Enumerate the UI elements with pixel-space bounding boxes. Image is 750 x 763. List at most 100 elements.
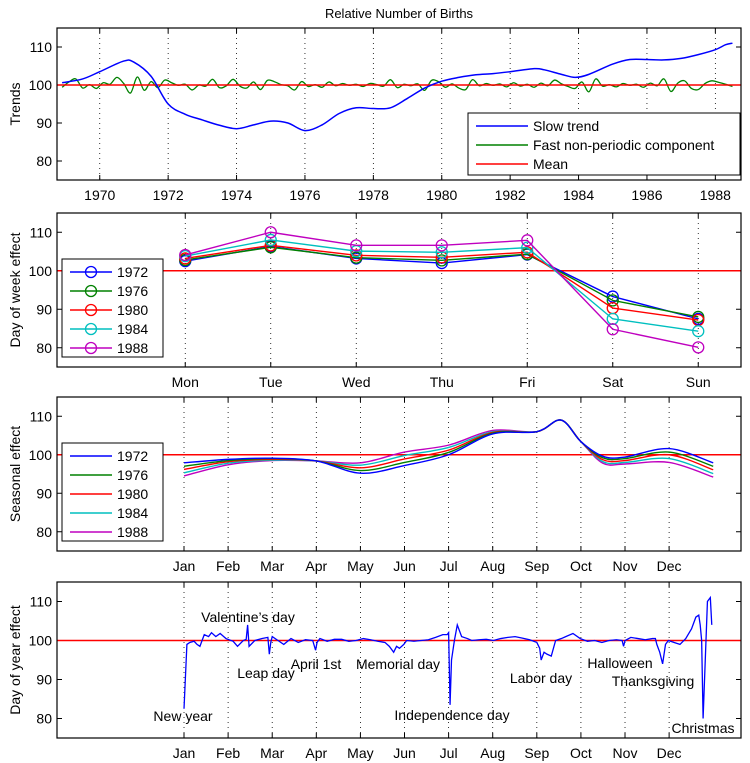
panel-4: Jan Feb Mar Apr May Jun Jul Aug Sep Oct Nov Dec 80 90… [7,581,742,761]
marker-1980 [350,249,363,262]
series-1976 [185,246,699,318]
x-tick-label: Jun [393,745,416,761]
annotation-label: Christmas [671,720,734,736]
y-tick-label: 90 [36,672,52,688]
x-tick-label: Sat [602,374,623,390]
plot-area [57,419,741,478]
x-tick-label: Tue [259,374,283,390]
legend-label: 1980 [117,486,148,502]
annotation-label: New year [153,708,212,724]
x-tick-label: Apr [305,745,327,761]
marker-1984 [264,233,277,247]
y-axis-label: Seasonal effect [7,426,23,522]
y-tick-label: 80 [36,524,52,540]
x-tick-label: Sep [524,558,549,574]
y-tick-label: 110 [30,39,53,55]
y-tick-label: 110 [30,408,53,424]
x-tick-label: May [347,558,373,574]
annotation-label: Independence day [394,707,509,723]
y-axis-label: Day of year effect [7,605,23,715]
y-axis-label: Day of week effect [7,232,23,347]
x-tick-label: Sun [686,374,711,390]
x-tick-label: 1984 [563,187,594,203]
x-tick-label: Nov [613,745,638,761]
x-tick-label: Feb [216,558,240,574]
panel-2: Mon Tue Wed Thu Fri Sat Sun 80 90 100 110 Day of we… [7,212,742,390]
y-tick-label: 90 [36,115,52,131]
x-tick-label: 1978 [358,187,389,203]
plot-area [57,42,741,132]
legend-marker [84,322,98,336]
annotation-label: April 1st [291,656,342,672]
legend-marker [84,341,98,355]
x-tick-label: Nov [613,558,638,574]
panel-3: Jan Feb Mar Apr May Jun Jul Aug Sep Oct Nov Dec 80 90… [7,396,742,574]
x-tick-label: Thu [430,374,454,390]
legend-box [61,258,164,358]
x-tick-label: Jan [173,745,196,761]
x-tick-label: Dec [657,745,682,761]
y-tick-label: 80 [36,711,52,727]
x-tick-label: Mon [172,374,199,390]
marker-1988 [179,248,192,262]
annotation-label: Labor day [510,670,572,686]
y-tick-label: 80 [36,340,52,356]
marker-1988 [521,234,534,247]
legend-label: 1972 [117,264,148,280]
y-tick-label: 110 [30,224,53,240]
legend: Slow trend Fast non-periodic component Mea… [467,112,741,176]
legend-label: 1984 [117,505,148,521]
series-slow-trend [61,42,733,132]
legend-marker [84,284,98,298]
x-tick-label: 1974 [221,187,252,203]
series-1984 [185,239,699,332]
legend-label: 1972 [117,448,148,464]
plot-area [57,226,741,354]
x-tick-label: May [347,745,373,761]
x-tick-label: Feb [216,745,240,761]
x-tick-label: Jan [173,558,196,574]
x-tick-label: 1986 [631,187,662,203]
y-axis-label: Trends [7,82,23,125]
axes-frame [56,396,742,552]
x-tick-label: 1988 [700,187,731,203]
legend: 1972 1976 1980 1984 1988 [61,442,164,542]
series-day-of-year [183,595,713,719]
annotation-label: Leap day [237,665,295,681]
y-tick-label: 110 [30,594,53,610]
legend-label: Mean [533,156,568,172]
y-tick-label: 100 [29,77,53,93]
marker-1988 [692,341,705,354]
panel-1: 1970 1972 1974 1976 1978 1980 1982 1984 1986 1988… [7,27,742,203]
legend-label: 1976 [117,467,148,483]
x-tick-label: Jul [440,558,458,574]
marker-1988 [606,323,619,336]
series-1988 [185,231,699,349]
x-tick-label: 1970 [84,187,115,203]
x-tick-label: Jul [440,745,458,761]
x-tick-label: Oct [570,558,592,574]
marker-1984 [692,325,705,338]
x-tick-label: Oct [570,745,592,761]
x-tick-label: Mar [260,745,284,761]
marker-1988 [264,226,277,239]
marker-1976 [606,294,619,307]
annotation-label: Halloween [587,655,652,671]
marker-1988 [435,239,448,252]
x-tick-label: Mar [260,558,284,574]
x-tick-label: Aug [480,558,505,574]
legend-label: Fast non-periodic component [533,137,714,153]
x-tick-label: 1976 [289,187,320,203]
marker-1976 [692,310,705,324]
legend: 1972 1976 1980 1984 1988 [61,258,164,358]
y-tick-label: 80 [36,153,52,169]
axes-frame [56,581,742,739]
legend-marker [84,303,98,317]
x-tick-label: Jun [393,558,416,574]
marker-1976 [435,254,448,267]
x-tick-label: Wed [342,374,371,390]
legend-label: Slow trend [533,118,599,134]
y-tick-label: 90 [36,485,52,501]
y-tick-label: 100 [29,633,53,649]
